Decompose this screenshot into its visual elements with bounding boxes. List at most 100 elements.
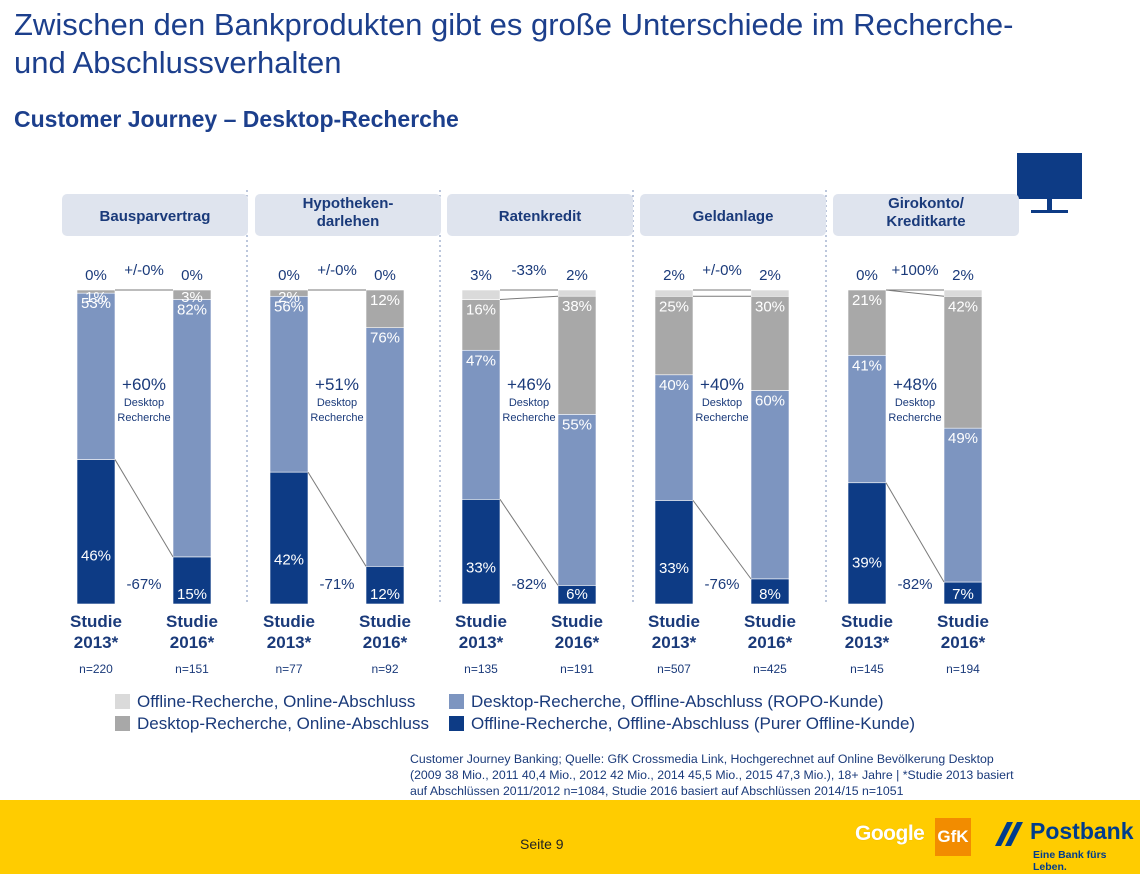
segment-label: 56% [274, 298, 304, 315]
sample-size-label: n=194 [946, 662, 980, 676]
segment-label: 0% [85, 267, 107, 284]
page-subtitle: Customer Journey – Desktop-Recherche [14, 106, 459, 132]
segment-label: 2% [566, 267, 588, 284]
segment-label: 2% [952, 267, 974, 284]
bar-segment [461, 499, 501, 605]
desktop-change-label: +51% [315, 375, 359, 394]
bar-segment [943, 427, 983, 583]
bar-segment [654, 295, 694, 376]
desktop-change-label: +40% [700, 375, 744, 394]
bar-segment [654, 500, 694, 605]
sample-size-label: n=425 [753, 662, 787, 676]
category-label: Studie [70, 612, 122, 631]
category-label: 2016* [748, 633, 793, 652]
segment-label: 21% [852, 292, 882, 309]
category-label: 2013* [267, 633, 312, 652]
bar-segment [847, 354, 887, 484]
segment-label: 2% [663, 267, 685, 284]
desktop-note-label: Recherche [502, 412, 555, 424]
category-label: 2016* [555, 633, 600, 652]
google-logo: Google [855, 822, 925, 845]
bar-segment [750, 295, 790, 391]
desktop-note-label: Desktop [895, 397, 935, 409]
segment-label: 30% [755, 298, 785, 315]
segment-label: 2% [278, 289, 300, 306]
connector-offline [307, 471, 367, 567]
desktop-change-label: +46% [507, 375, 551, 394]
postbank-name: Postbank [1030, 818, 1134, 844]
segment-label: 53% [81, 295, 111, 312]
segment-label: 0% [278, 267, 300, 284]
bar-segment [461, 349, 501, 500]
segment-label: 76% [370, 330, 400, 347]
top-change-label: -33% [511, 262, 546, 279]
panel-header-label: Kreditkarte [886, 213, 965, 230]
segment-label: 12% [370, 586, 400, 603]
legend-swatch [115, 716, 130, 731]
page-title: Zwischen den Bankprodukten gibt es große… [14, 7, 1014, 80]
category-label: Studie [455, 612, 507, 631]
bar-segment [461, 289, 501, 300]
category-label: 2016* [363, 633, 408, 652]
desktop-note-label: Desktop [124, 397, 164, 409]
bar-segment [461, 299, 501, 351]
segment-label: 1% [85, 289, 107, 306]
desktop-note-label: Desktop [702, 397, 742, 409]
segment-label: 46% [81, 548, 111, 565]
sample-size-label: n=191 [560, 662, 594, 676]
legend-swatch [115, 694, 130, 709]
gfk-logo: GfK [935, 818, 971, 856]
bar-segment [76, 459, 116, 605]
segment-label: 49% [948, 430, 978, 447]
page-number: Seite 9 [520, 836, 564, 852]
segment-label: 33% [466, 560, 496, 577]
desktop-change-label: +48% [893, 375, 937, 394]
segment-label: 42% [274, 551, 304, 568]
category-label: Studie [551, 612, 603, 631]
chart-area: Bausparvertrag 46% 53%1% 0% Studie 2013* n=220… [62, 190, 1019, 676]
segment-label: 8% [759, 586, 781, 603]
segment-label: 6% [566, 586, 588, 603]
sample-size-label: n=145 [850, 662, 884, 676]
sample-size-label: n=507 [657, 662, 691, 676]
bar-segment [172, 556, 212, 605]
category-label: 2013* [845, 633, 890, 652]
bar-segment [557, 289, 597, 297]
category-label: Studie [263, 612, 315, 631]
segment-label: 7% [952, 586, 974, 603]
panel-header-label: Ratenkredit [499, 208, 582, 225]
desktop-note-label: Desktop [317, 397, 357, 409]
category-label: 2016* [941, 633, 986, 652]
panel-header-box [640, 194, 826, 236]
panel-header-label: Bausparvertrag [100, 208, 211, 225]
top-change-label: +/-0% [702, 262, 742, 279]
bar-segment [943, 289, 983, 297]
legend-label: Desktop-Recherche, Online-Abschluss [137, 714, 429, 733]
panel-header-label: Geldanlage [693, 208, 774, 225]
category-label: Studie [359, 612, 411, 631]
category-label: Studie [937, 612, 989, 631]
sample-size-label: n=77 [275, 662, 302, 676]
segment-label: 82% [177, 301, 207, 318]
segment-label: 16% [466, 302, 496, 319]
segment-label: 15% [177, 586, 207, 603]
legend-label: Offline-Recherche, Offline-Abschluss (Pu… [471, 714, 916, 733]
segment-label: 3% [181, 289, 203, 306]
source-line: Customer Journey Banking; Quelle: GfK Cr… [410, 752, 994, 766]
segment-label: 47% [466, 352, 496, 369]
offline-change-label: -82% [897, 576, 932, 593]
segment-label: 60% [755, 392, 785, 409]
category-label: 2013* [652, 633, 697, 652]
connector-offline [885, 482, 945, 583]
connector-online [499, 295, 559, 301]
bar-segment [750, 289, 790, 297]
segment-label: 3% [470, 267, 492, 284]
segment-label: 12% [370, 292, 400, 309]
offline-change-label: -76% [704, 576, 739, 593]
top-change-label: +/-0% [124, 262, 164, 279]
bar-segment [365, 327, 405, 567]
offline-change-label: -71% [319, 576, 354, 593]
desktop-monitor-icon [1017, 153, 1082, 213]
connector-offline [114, 459, 174, 558]
top-change-label: +100% [891, 262, 938, 279]
